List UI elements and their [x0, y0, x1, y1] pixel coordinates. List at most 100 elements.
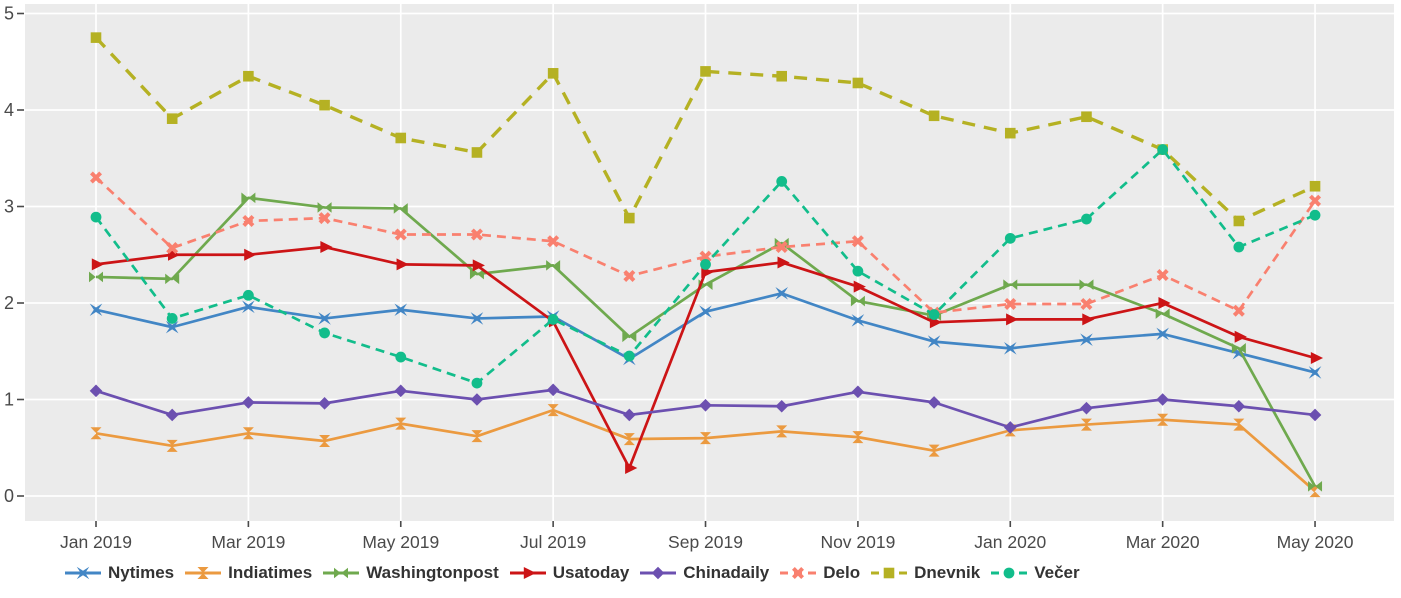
legend-item-label: Nytimes [108, 563, 175, 582]
bowtie-vertical-icon [1157, 413, 1169, 426]
x-icon [851, 235, 864, 248]
x-tick-label: Jan 2020 [974, 532, 1046, 552]
y-tick-label: 1 [4, 390, 14, 410]
legend-item-chinadaily[interactable]: Chinadaily [639, 563, 769, 583]
bowtie-horizontal-icon [165, 273, 180, 285]
bowtie-horizontal-icon [393, 203, 408, 214]
x-icon [1004, 297, 1017, 310]
x-icon [242, 214, 255, 227]
legend-item-label: Dnevnik [914, 563, 981, 582]
star4-icon [851, 314, 865, 327]
bowtie-vertical-icon [242, 427, 254, 440]
triangle-right-icon [777, 256, 790, 269]
bowtie-horizontal-icon [850, 295, 865, 307]
legend-item-label: Chinadaily [683, 563, 770, 582]
legend-marker-circle-icon [991, 567, 1028, 579]
legend-item-usatoday[interactable]: Usatoday [509, 563, 629, 583]
diamond-icon [470, 393, 484, 406]
diamond-icon [623, 408, 636, 422]
legend-marker-bowtie-vertical-icon [185, 567, 222, 579]
circle-icon [1081, 213, 1092, 225]
bowtie-vertical-icon [547, 404, 559, 417]
x-tick-label: Jan 2019 [60, 532, 132, 552]
triangle-right-icon [1310, 352, 1324, 365]
x-icon [699, 250, 712, 263]
legend-marker-triangle-right-icon [509, 567, 546, 579]
circle-icon [1233, 241, 1245, 253]
triangle-right-icon [1006, 313, 1019, 326]
bowtie-vertical-icon [471, 430, 483, 443]
star4-icon [470, 312, 484, 325]
bowtie-vertical-icon [395, 417, 407, 430]
triangle-right-icon [1234, 330, 1247, 343]
square-icon [624, 212, 635, 224]
circle-icon [1157, 144, 1169, 155]
circle-icon [1004, 232, 1016, 244]
circle-icon [471, 377, 483, 389]
bowtie-horizontal-icon [469, 268, 484, 280]
legend-item-dnevnik[interactable]: Dnevnik [870, 563, 980, 583]
x-icon [1080, 297, 1093, 310]
circle-icon [700, 259, 711, 270]
bowtie-vertical-icon [1080, 418, 1092, 431]
legend-marker-star4-icon [65, 566, 101, 580]
star4-icon [1080, 333, 1093, 346]
square-icon [471, 147, 483, 158]
bowtie-horizontal-icon [1079, 279, 1094, 290]
diamond-icon [318, 397, 331, 410]
series-line-washingtonpost [95, 196, 1317, 488]
bowtie-vertical-icon [776, 425, 788, 438]
bowtie-horizontal-icon [1308, 481, 1323, 492]
circle-icon [395, 351, 407, 363]
y-tick-label: 0 [4, 486, 14, 506]
legend-item-delo[interactable]: Delo [779, 563, 860, 583]
circle-icon [547, 314, 559, 325]
legend-item-label: Washingtonpost [366, 563, 499, 582]
triangle-right-icon [244, 248, 257, 261]
x-icon [166, 241, 179, 254]
bowtie-vertical-icon [852, 431, 864, 444]
square-icon [1309, 180, 1321, 192]
x-tick-label: Nov 2019 [820, 532, 895, 552]
legend-marker-diamond-icon [640, 566, 677, 580]
circle-icon [623, 350, 635, 362]
legend-item-washingtonpost[interactable]: Washingtonpost [322, 563, 499, 583]
legend-item-label: Delo [823, 563, 861, 582]
circle-icon [319, 327, 330, 339]
bowtie-horizontal-icon [89, 271, 103, 283]
x-icon [623, 269, 636, 282]
x-icon [547, 235, 560, 248]
legend-item-label: Večer [1034, 563, 1080, 582]
x-icon [90, 171, 102, 184]
bowtie-horizontal-icon [622, 331, 637, 343]
circle-icon [852, 265, 864, 277]
bowtie-vertical-icon [1309, 485, 1321, 498]
triangle-right-icon [625, 462, 638, 475]
x-icon [470, 228, 483, 241]
bowtie-horizontal-icon [317, 202, 332, 213]
legend-item-label: Indiatimes [228, 563, 313, 582]
diamond-icon [1156, 393, 1169, 406]
x-icon [394, 228, 407, 241]
bowtie-horizontal-icon [1231, 343, 1246, 354]
diamond-icon [1232, 399, 1246, 413]
y-tick-label: 5 [4, 4, 14, 24]
legend-item-nytimes[interactable]: Nytimes [64, 563, 174, 583]
diamond-icon [1308, 408, 1322, 422]
x-icon [1309, 194, 1322, 207]
circle-icon [928, 309, 940, 320]
square-icon [90, 32, 102, 43]
circle-icon [242, 289, 254, 301]
triangle-right-icon [853, 280, 866, 293]
legend-item-indiatimes[interactable]: Indiatimes [184, 563, 312, 583]
legend-item-večer[interactable]: Večer [990, 563, 1080, 583]
square-icon [547, 68, 559, 79]
series-line-indiatimes [95, 408, 1316, 493]
x-icon [318, 212, 331, 225]
x-tick-label: Mar 2020 [1126, 532, 1200, 552]
bowtie-vertical-icon [166, 439, 178, 452]
triangle-right-icon [472, 259, 485, 272]
square-icon [776, 70, 788, 82]
